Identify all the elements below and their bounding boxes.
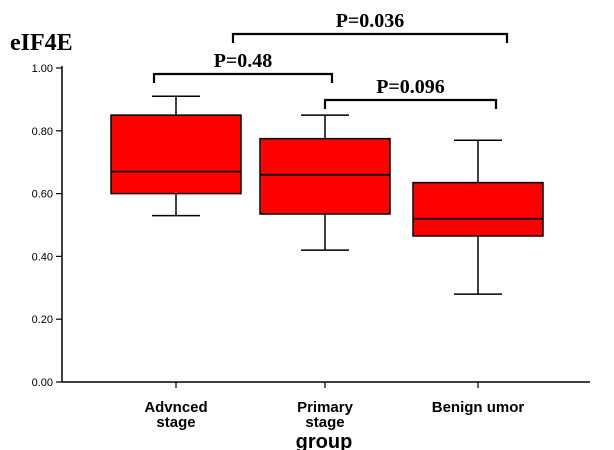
x-tick-label-line: Benign umor: [432, 399, 525, 416]
significance-bracket: [152, 72, 334, 83]
y-tick-label: 0.00: [32, 377, 53, 389]
x-tick-label-line: Primary: [297, 399, 354, 416]
x-tick-label-line: Advnced: [144, 399, 207, 416]
significance-bracket: [323, 98, 498, 109]
box: [259, 137, 391, 215]
significance-brackets: P=0.036 P=0.48 P=0.096: [152, 10, 509, 109]
box: [412, 181, 544, 237]
x-tick-label-line: stage: [305, 414, 344, 431]
x-tick-label: Primary stage: [297, 399, 354, 431]
p-value-label: P=0.096: [376, 76, 445, 98]
x-tick-label: Advnced stage: [144, 399, 207, 431]
p-value-label: P=0.48: [214, 50, 273, 72]
y-tick-label: 0.20: [32, 314, 53, 326]
p-value-label: P=0.036: [336, 10, 405, 32]
chart-title: eIF4E: [10, 30, 73, 56]
x-axis-title: group: [296, 431, 353, 450]
y-tick-label: 1.00: [32, 63, 53, 75]
y-tick-label: 0.80: [32, 126, 53, 138]
y-axis: 0.00 0.20 0.40 0.60 0.80 1.00: [32, 63, 590, 389]
box: [110, 114, 242, 195]
y-tick-label: 0.60: [32, 189, 53, 201]
box-series: [110, 95, 544, 295]
significance-bracket: [231, 32, 509, 43]
x-tick-label: Benign umor: [432, 399, 525, 416]
y-tick-label: 0.40: [32, 251, 53, 263]
x-tick-label-line: stage: [156, 414, 195, 431]
